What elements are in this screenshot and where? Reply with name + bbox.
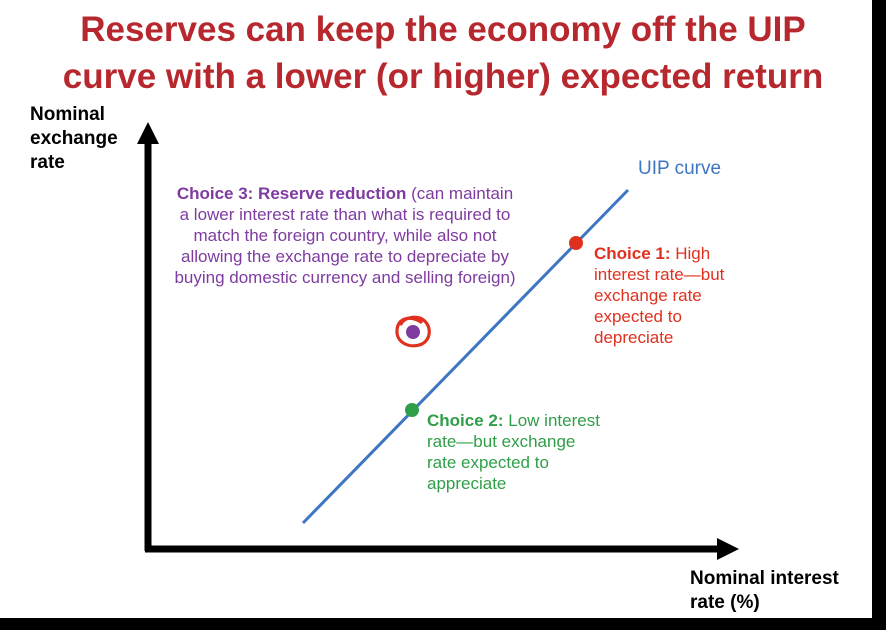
choice3-text-3: match the foreign country, while also no… [193, 226, 497, 245]
x-axis-label-line-1: Nominal interest [690, 568, 839, 589]
y-axis-arrowhead [137, 122, 159, 144]
choice3-heading: Choice 3: Reserve reduction [176, 184, 407, 203]
choice3-text-2: a lower interest rate than what is requi… [179, 205, 511, 224]
choice3-point [406, 325, 420, 339]
choice1-text-2: interest rate—but [594, 265, 725, 284]
choice2-text-3: rate expected to [427, 453, 549, 472]
slide-title: Reserves can keep the economy off the UI… [0, 6, 872, 100]
choice1-text-4: expected to [594, 307, 682, 326]
choice2-heading: Choice 2: [427, 411, 504, 430]
y-axis-label-line-2: exchange [30, 128, 118, 149]
y-axis-label-line-3: rate [30, 152, 65, 173]
choice1-text-1: High [670, 244, 711, 263]
choice1-annotation: Choice 1: High interest rate—but exchang… [594, 243, 784, 348]
choice1-heading: Choice 1: [594, 244, 671, 263]
uip-diagram [137, 122, 739, 560]
choice1-text-5: depreciate [594, 328, 674, 347]
choice2-text-1: Low interest [503, 411, 600, 430]
choice3-text-1: (can maintain [406, 184, 514, 203]
x-axis-label-line-2: rate (%) [690, 592, 760, 613]
choice2-annotation: Choice 2: Low interest rate—but exchange… [427, 410, 657, 494]
choice2-point [405, 403, 419, 417]
choice3-annotation: Choice 3: Reserve reduction (can maintai… [150, 183, 540, 288]
y-axis-label: Nominal exchange rate [30, 103, 118, 175]
x-axis-label: Nominal interest rate (%) [690, 567, 839, 615]
y-axis-label-line-1: Nominal [30, 104, 105, 125]
choice1-point [569, 236, 583, 250]
choice2-text-4: appreciate [427, 474, 507, 493]
choice3-text-5: buying domestic currency and selling for… [174, 268, 516, 287]
choice3-highlight-circle [395, 315, 431, 348]
uip-curve-label: UIP curve [638, 158, 722, 179]
choice1-text-3: exchange rate [594, 286, 702, 305]
choice3-text-4: allowing the exchange rate to depreciate… [181, 247, 509, 266]
title-line-2: curve with a lower (or higher) expected … [62, 57, 824, 96]
choice2-text-2: rate—but exchange [427, 432, 576, 451]
title-line-1: Reserves can keep the economy off the UI… [80, 10, 806, 49]
x-axis-arrowhead [717, 538, 739, 560]
slide: Reserves can keep the economy off the UI… [0, 0, 872, 618]
